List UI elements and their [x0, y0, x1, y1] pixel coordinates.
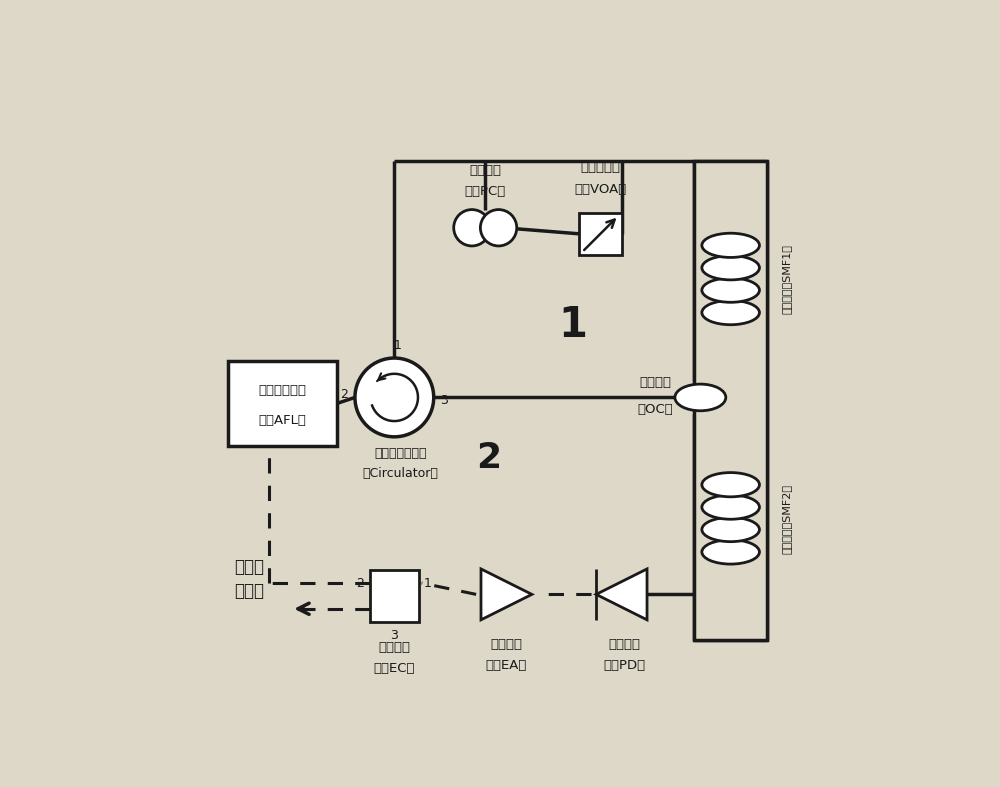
Circle shape: [480, 209, 517, 246]
Text: 器（AFL）: 器（AFL）: [258, 414, 306, 427]
Ellipse shape: [702, 517, 759, 541]
Text: 器（PD）: 器（PD）: [604, 659, 646, 672]
Bar: [370, 570, 419, 622]
Text: 三端口光环形器: 三端口光环形器: [374, 447, 427, 460]
Ellipse shape: [702, 256, 759, 280]
Ellipse shape: [702, 495, 759, 519]
Ellipse shape: [702, 301, 759, 325]
Bar: [694, 161, 767, 640]
Text: 单模光纤（SMF2）: 单模光纤（SMF2）: [781, 484, 791, 553]
Text: 器（PC）: 器（PC）: [465, 185, 506, 198]
Text: 3: 3: [440, 394, 448, 407]
Text: 光电探测: 光电探测: [609, 637, 641, 651]
Ellipse shape: [702, 233, 759, 257]
Polygon shape: [481, 569, 532, 620]
Text: 1: 1: [559, 304, 588, 345]
Text: 偏振控制: 偏振控制: [469, 164, 501, 177]
Circle shape: [454, 209, 490, 246]
Text: （Circulator）: （Circulator）: [362, 467, 438, 480]
Bar: [228, 361, 337, 446]
Text: 微波功分: 微波功分: [378, 641, 410, 653]
Text: 单模光纤（SMF1）: 单模光纤（SMF1）: [781, 244, 791, 314]
Text: 3: 3: [390, 629, 398, 642]
Ellipse shape: [702, 540, 759, 564]
Text: 微波放大: 微波放大: [490, 637, 522, 651]
Text: 微波信
号输出: 微波信 号输出: [234, 559, 264, 600]
Text: 1: 1: [393, 339, 401, 352]
Text: 2: 2: [340, 388, 348, 401]
Ellipse shape: [702, 278, 759, 302]
Polygon shape: [596, 569, 647, 620]
Text: 可调光衰减: 可调光衰减: [580, 161, 620, 174]
Text: 2: 2: [476, 441, 501, 475]
Circle shape: [355, 358, 434, 437]
Text: 器（EC）: 器（EC）: [374, 663, 415, 675]
Text: （OC）: （OC）: [637, 403, 673, 416]
Text: 放大反馈激光: 放大反馈激光: [258, 384, 306, 397]
Text: 器（VOA）: 器（VOA）: [574, 183, 626, 196]
Text: 器（EA）: 器（EA）: [486, 659, 527, 672]
Text: 光耦合器: 光耦合器: [639, 375, 671, 389]
Ellipse shape: [675, 384, 726, 411]
Bar: [579, 212, 622, 255]
Text: 1: 1: [423, 577, 431, 589]
Text: 2: 2: [356, 577, 364, 589]
Ellipse shape: [702, 472, 759, 497]
